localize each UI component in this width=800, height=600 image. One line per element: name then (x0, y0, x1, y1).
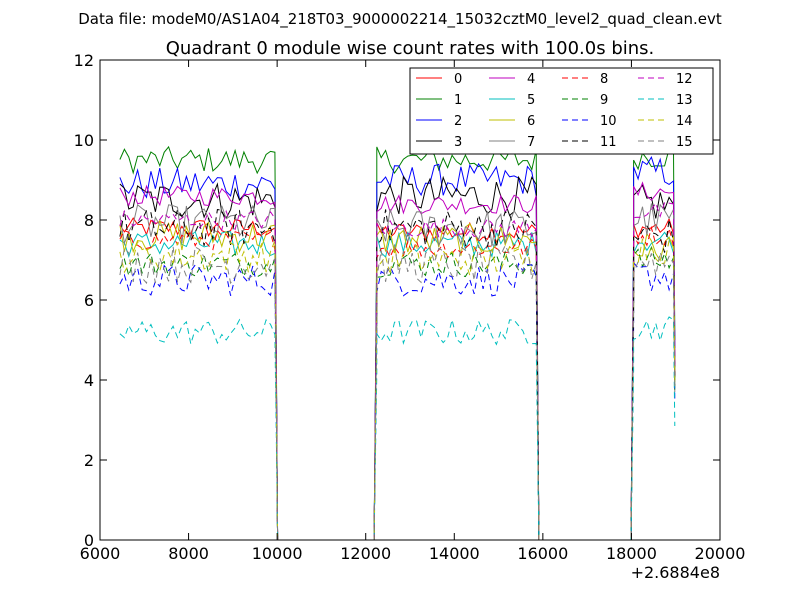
x-tick-label: 18000 (606, 544, 657, 563)
legend-label-2: 2 (454, 114, 462, 129)
y-tick-label: 12 (74, 51, 94, 70)
legend-label-12: 12 (676, 72, 693, 87)
y-tick-label: 0 (84, 531, 94, 550)
x-tick-label: 8000 (168, 544, 209, 563)
legend-label-8: 8 (600, 72, 608, 87)
x-tick-label: 14000 (429, 544, 480, 563)
figure-suptitle: Data file: modeM0/AS1A04_218T03_90000022… (78, 10, 722, 29)
series-line-5 (119, 230, 676, 541)
legend-label-14: 14 (676, 114, 693, 129)
series-layer (119, 145, 676, 541)
series-line-6 (119, 218, 676, 541)
x-tick-label: 16000 (517, 544, 568, 563)
series-line-15 (119, 243, 676, 541)
legend-label-7: 7 (527, 135, 535, 150)
x-axis-offset-label: +2.6884e8 (631, 563, 720, 582)
series-line-9 (119, 245, 676, 541)
series-line-10 (119, 261, 676, 541)
x-tick-label: 12000 (340, 544, 391, 563)
legend-label-15: 15 (676, 135, 693, 150)
legend-label-0: 0 (454, 72, 462, 87)
legend-label-9: 9 (600, 93, 608, 108)
series-line-14 (119, 236, 676, 541)
series-line-13 (119, 316, 676, 541)
series-line-7 (119, 203, 676, 541)
axis-layer: 6000 8000 10000 12000 14000 16000 18000 20000 0 2… (74, 51, 746, 563)
x-tick-label: 10000 (252, 544, 303, 563)
y-tick-label: 10 (74, 131, 94, 150)
y-tick-label: 6 (84, 291, 94, 310)
legend-label-10: 10 (600, 114, 617, 129)
series-line-12 (119, 202, 676, 541)
legend-label-6: 6 (527, 114, 535, 129)
legend-label-1: 1 (454, 93, 462, 108)
x-tick-label: 20000 (695, 544, 746, 563)
chart-title: Quadrant 0 module wise count rates with … (166, 38, 655, 59)
legend-label-4: 4 (527, 72, 535, 87)
series-line-2 (119, 156, 676, 541)
series-line-4 (119, 181, 676, 541)
y-tick-label: 8 (84, 211, 94, 230)
legend-label-5: 5 (527, 93, 535, 108)
series-line-1 (119, 145, 676, 541)
y-tick-label: 4 (84, 371, 94, 390)
series-line-8 (119, 225, 676, 541)
legend-label-13: 13 (676, 93, 693, 108)
y-tick-label: 2 (84, 451, 94, 470)
x-tick-label: 6000 (80, 544, 121, 563)
legend-label-11: 11 (600, 135, 617, 150)
series-line-11 (119, 208, 676, 541)
legend-label-3: 3 (454, 135, 462, 150)
legend-box (409, 67, 714, 155)
